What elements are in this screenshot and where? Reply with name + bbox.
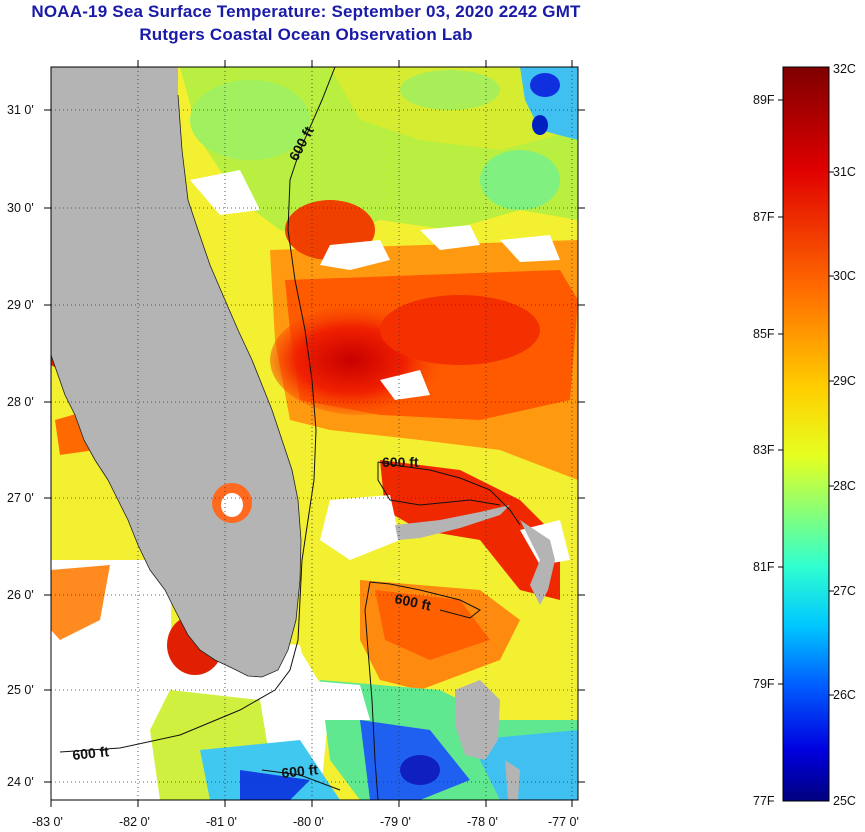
lat-label-25: 25 0' (7, 683, 34, 697)
colorbar-c-32: 32C (833, 62, 856, 76)
lat-label-27: 27 0' (7, 491, 34, 505)
contour-label-bottom: 600 ft (281, 761, 319, 781)
axis-ticks (44, 60, 585, 807)
lat-label-24: 24 0' (7, 775, 34, 789)
contour-label-gulf: 600 ft (72, 743, 110, 763)
lon-label-80: -80 0' (293, 815, 324, 829)
lon-label-83: -83 0' (32, 815, 63, 829)
lat-label-30: 30 0' (7, 201, 34, 215)
colorbar-c-26: 26C (833, 688, 856, 702)
contour-label-bahamas: 600 ft (382, 454, 419, 470)
lon-label-82: -82 0' (119, 815, 150, 829)
grand-bahama (395, 505, 510, 540)
sst-image (51, 67, 578, 800)
600ft-contour (59, 67, 521, 800)
colorbar-f-87: 87F (753, 210, 775, 224)
colorbar-c-27: 27C (833, 584, 856, 598)
colorbar-c-28: 28C (833, 479, 856, 493)
colorbar-f-79: 79F (753, 677, 775, 691)
lon-label-78: -78 0' (467, 815, 498, 829)
colorbar-ticks (778, 99, 834, 696)
andros (455, 680, 500, 760)
map-frame (50, 66, 579, 801)
map-subtitle: Rutgers Coastal Ocean Observation Lab (139, 25, 473, 44)
florida-land (51, 67, 301, 677)
lat-label-26: 26 0' (7, 588, 34, 602)
colorbar-f-89: 89F (753, 93, 775, 107)
lon-label-79: -79 0' (380, 815, 411, 829)
map-title: NOAA-19 Sea Surface Temperature: Septemb… (31, 2, 581, 21)
colorbar-f-77: 77F (753, 794, 775, 808)
colorbar-c-31: 31C (833, 165, 856, 179)
lon-label-77: -77 0' (548, 815, 579, 829)
colorbar-f-81: 81F (753, 560, 775, 574)
colorbar-c-30: 30C (833, 269, 856, 283)
contour-label-south: 600 ft (393, 590, 432, 613)
temperature-colorbar (782, 66, 830, 802)
colorbar-f-83: 83F (753, 443, 775, 457)
abaco (520, 520, 555, 605)
colorbar-c-25: 25C (833, 794, 856, 808)
colorbar-c-29: 29C (833, 374, 856, 388)
lat-label-28: 28 0' (7, 395, 34, 409)
lat-label-31: 31 0' (7, 103, 34, 117)
colorbar-f-85: 85F (753, 327, 775, 341)
lat-label-29: 29 0' (7, 298, 34, 312)
lon-label-81: -81 0' (206, 815, 237, 829)
